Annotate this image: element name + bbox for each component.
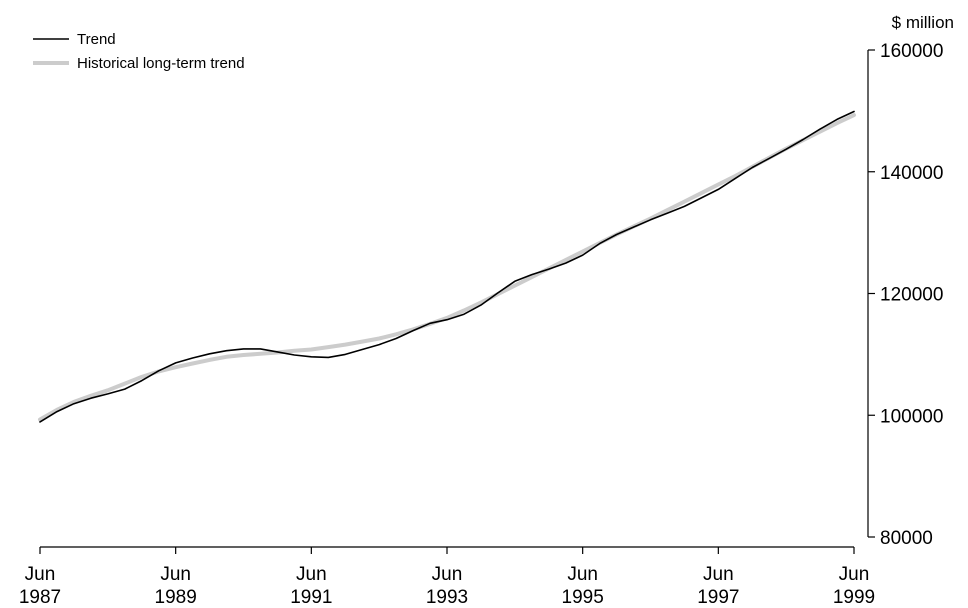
- x-tick-label-month: Jun: [703, 564, 734, 585]
- y-axis-unit-label: $ million: [892, 13, 954, 32]
- x-tick-label-year: 1989: [155, 587, 197, 608]
- x-tick-label-month: Jun: [160, 564, 191, 585]
- x-tick-label-year: 1991: [290, 587, 332, 608]
- y-tick-label: 140000: [880, 163, 943, 184]
- x-tick-label-month: Jun: [839, 564, 870, 585]
- series-line-trend: [39, 110, 855, 423]
- legend-label: Historical long-term trend: [77, 55, 245, 72]
- x-tick-label-year: 1997: [697, 587, 739, 608]
- x-tick-label-year: 1993: [426, 587, 468, 608]
- x-tick-label-month: Jun: [25, 564, 56, 585]
- x-tick-label-month: Jun: [567, 564, 598, 585]
- y-tick-label: 120000: [880, 285, 943, 306]
- y-tick-label: 100000: [880, 406, 943, 427]
- legend-label: Trend: [77, 31, 116, 48]
- y-axis-ticks: 80000 100000 120000 140000 160000: [868, 41, 943, 549]
- x-axis-ticks: Jun1987Jun1989Jun1991Jun1993Jun1995Jun19…: [19, 547, 875, 608]
- axes: [40, 50, 869, 548]
- x-tick-label-month: Jun: [432, 564, 463, 585]
- series-group: [38, 110, 856, 423]
- x-tick-label-year: 1995: [562, 587, 604, 608]
- y-tick-label: 80000: [880, 528, 933, 549]
- y-tick-label: 160000: [880, 41, 943, 62]
- x-tick-label-year: 1987: [19, 587, 61, 608]
- x-tick-label-year: 1999: [833, 587, 875, 608]
- series-line-historical-long-term-trend: [38, 113, 856, 422]
- x-tick-label-month: Jun: [296, 564, 327, 585]
- legend: Trend Historical long-term trend: [33, 31, 245, 72]
